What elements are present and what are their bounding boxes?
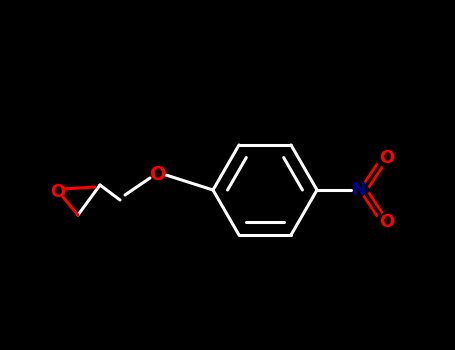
Text: O: O [150,166,167,184]
Text: O: O [379,213,394,231]
Text: O: O [379,149,394,167]
Text: O: O [51,183,66,201]
Text: N: N [352,181,366,199]
